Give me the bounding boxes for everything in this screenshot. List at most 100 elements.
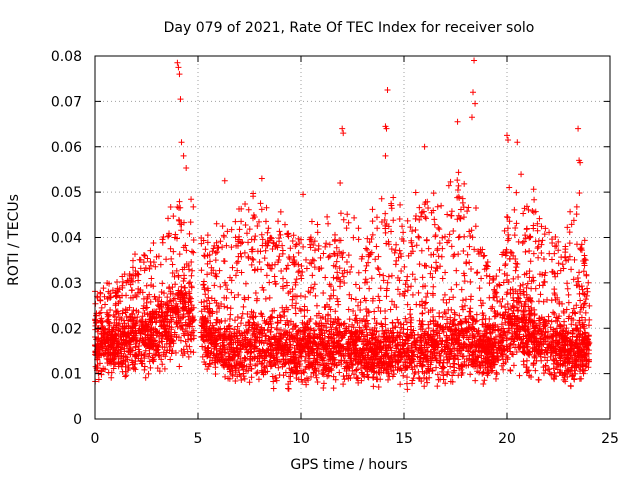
data-point xyxy=(409,271,416,278)
data-point xyxy=(127,281,134,288)
data-point xyxy=(234,339,241,346)
data-point xyxy=(276,238,283,245)
data-point xyxy=(525,351,532,358)
data-point xyxy=(123,354,130,361)
data-point xyxy=(520,210,527,217)
data-point xyxy=(571,367,578,374)
data-point xyxy=(418,247,425,254)
data-point xyxy=(350,362,357,369)
data-point xyxy=(208,329,215,336)
data-point xyxy=(549,338,556,345)
data-point xyxy=(552,273,559,280)
data-point xyxy=(425,366,432,373)
data-point xyxy=(227,274,234,281)
data-point xyxy=(246,322,253,329)
data-point xyxy=(530,250,537,257)
data-point xyxy=(531,325,538,332)
data-point xyxy=(305,326,312,333)
data-point xyxy=(364,332,371,339)
data-point xyxy=(92,319,99,326)
data-point xyxy=(375,383,382,390)
data-point xyxy=(470,325,477,332)
data-point xyxy=(455,182,462,189)
data-point xyxy=(213,273,220,280)
data-point xyxy=(232,272,239,279)
data-point xyxy=(204,232,211,239)
data-point xyxy=(416,204,423,211)
data-point xyxy=(403,319,410,326)
data-point xyxy=(459,199,466,206)
data-point xyxy=(102,301,109,308)
data-point xyxy=(150,332,157,339)
data-point xyxy=(237,240,244,247)
data-point xyxy=(219,223,226,230)
data-point xyxy=(289,302,296,309)
data-point xyxy=(294,332,301,339)
data-point xyxy=(92,349,99,356)
data-point xyxy=(439,245,446,252)
data-point xyxy=(584,346,591,353)
data-point xyxy=(279,283,286,290)
data-point xyxy=(349,367,356,374)
data-point xyxy=(290,253,297,260)
data-point xyxy=(283,282,290,289)
data-point xyxy=(460,353,467,360)
data-point xyxy=(568,266,575,273)
data-point xyxy=(183,165,190,172)
data-point xyxy=(434,344,441,351)
data-point xyxy=(337,278,344,285)
data-point xyxy=(334,269,341,276)
data-point xyxy=(235,367,242,374)
data-point xyxy=(299,335,306,342)
data-point xyxy=(198,299,205,306)
data-point xyxy=(553,325,560,332)
data-point xyxy=(330,361,337,368)
data-point xyxy=(579,362,586,369)
data-point xyxy=(472,363,479,370)
data-point xyxy=(364,374,371,381)
data-point xyxy=(439,365,446,372)
data-point xyxy=(314,379,321,386)
data-point xyxy=(526,307,533,314)
data-point xyxy=(412,215,419,222)
data-point xyxy=(510,252,517,259)
data-point xyxy=(338,250,345,257)
data-point xyxy=(333,275,340,282)
data-point xyxy=(547,324,554,331)
data-point xyxy=(405,283,412,290)
data-point xyxy=(539,237,546,244)
data-point xyxy=(412,369,419,376)
data-point xyxy=(292,243,299,250)
data-point xyxy=(96,360,103,367)
data-point xyxy=(188,259,195,266)
data-point xyxy=(480,253,487,260)
data-point xyxy=(188,248,195,255)
data-point xyxy=(513,298,520,305)
data-point xyxy=(258,361,265,368)
data-point xyxy=(363,245,370,252)
data-point xyxy=(523,335,530,342)
data-point xyxy=(206,258,213,265)
data-point xyxy=(555,361,562,368)
data-point xyxy=(354,375,361,382)
data-point xyxy=(162,301,169,308)
data-point xyxy=(301,369,308,376)
data-point xyxy=(557,267,564,274)
data-point xyxy=(502,261,509,268)
data-point xyxy=(532,367,539,374)
data-point xyxy=(391,301,398,308)
data-point xyxy=(409,355,416,362)
data-point xyxy=(453,326,460,333)
data-point xyxy=(428,251,435,258)
data-point xyxy=(519,316,526,323)
data-point xyxy=(556,313,563,320)
data-point xyxy=(238,253,245,260)
data-point xyxy=(100,330,107,337)
data-point xyxy=(524,343,531,350)
data-point xyxy=(521,291,528,298)
data-point xyxy=(130,307,137,314)
data-point xyxy=(371,324,378,331)
data-point xyxy=(320,322,327,329)
data-point xyxy=(283,349,290,356)
data-point xyxy=(160,290,167,297)
